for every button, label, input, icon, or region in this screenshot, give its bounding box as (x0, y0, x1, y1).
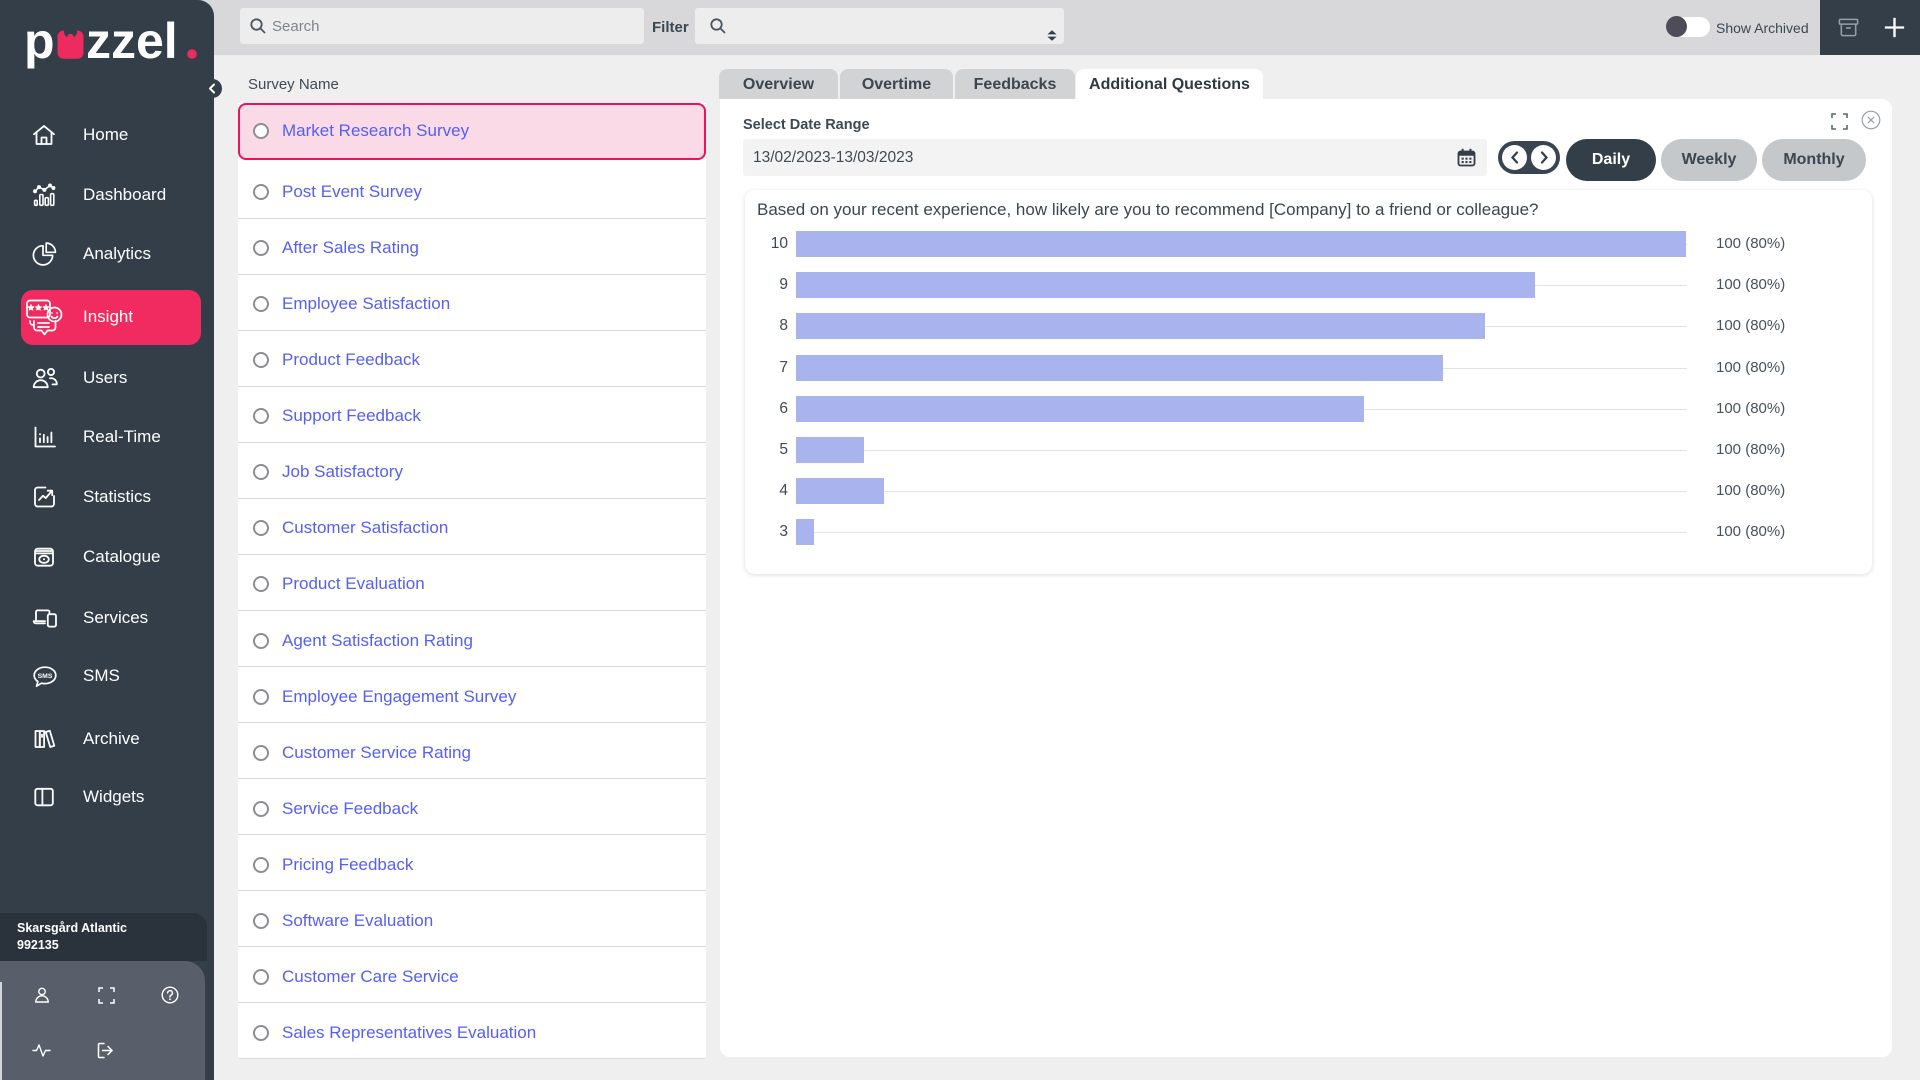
svg-text:p: p (25, 13, 55, 69)
svg-text:SMS: SMS (38, 673, 53, 680)
svg-text:zzel: zzel (86, 13, 178, 69)
